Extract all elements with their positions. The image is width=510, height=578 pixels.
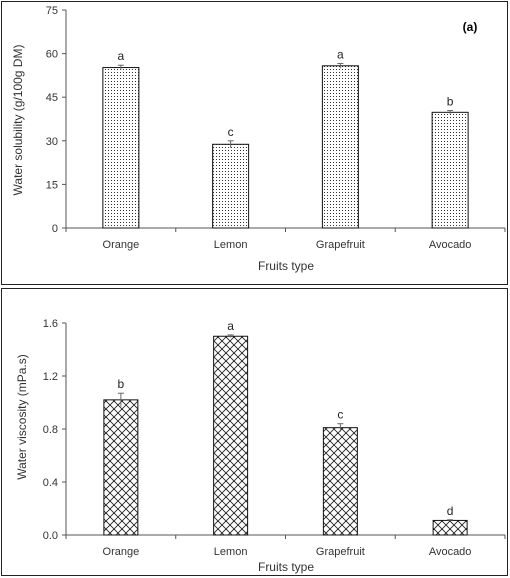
x-tick-label: Grapefruit (316, 546, 365, 558)
x-tick-label: Avocado (429, 239, 472, 251)
bar-orange (102, 67, 140, 229)
chart-panel-water-viscosity: Fruits type Water viscosity (mPa.s) 0.0 0… (1, 288, 508, 576)
x-tick-label: Orange (103, 239, 140, 251)
significance-letter: c (337, 408, 343, 422)
y-tick-label: 1.2 (43, 371, 58, 383)
y-tick-label: 45 (46, 92, 58, 104)
bar-avocado (432, 519, 468, 536)
y-tick-label: 1.6 (43, 318, 58, 330)
water-solubility-bar-chart: (a) Fruits type Water solubility (g/100g… (11, 5, 506, 273)
significance-letter: a (227, 319, 234, 333)
significance-letter: b (118, 377, 125, 391)
panel-label: (a) (463, 20, 478, 34)
y-tick-label: 0 (52, 223, 58, 235)
bar-orange (103, 399, 139, 536)
x-tick-label: Avocado (429, 546, 472, 558)
bar-lemon (212, 143, 250, 229)
significance-letter: a (118, 49, 125, 63)
bar-lemon (213, 335, 249, 536)
significance-letter: c (228, 125, 234, 139)
bar-grapefruit (321, 65, 359, 229)
x-axis-title: Fruits type (258, 259, 314, 273)
significance-letter: d (447, 504, 454, 518)
y-tick-label: 0.0 (43, 530, 58, 542)
chart-panel-water-solubility: (a) Fruits type Water solubility (g/100g… (1, 1, 508, 285)
y-tick-label: 30 (46, 136, 58, 148)
y-tick-label: 0.8 (43, 424, 58, 436)
y-tick-label: 15 (46, 179, 58, 191)
y-tick-label: 60 (46, 49, 58, 61)
x-axis-title: Fruits type (258, 560, 314, 574)
y-tick-label: 0.4 (43, 477, 58, 489)
bar-grapefruit (322, 427, 358, 536)
x-tick-label: Orange (103, 546, 140, 558)
bar-avocado (431, 111, 469, 229)
x-tick-label: Lemon (214, 546, 248, 558)
y-tick-label: 75 (46, 5, 58, 17)
y-axis-title: Water viscosity (mPa.s) (15, 354, 29, 480)
y-axis-title: Water solubility (g/100g DM) (11, 45, 25, 196)
water-viscosity-bar-chart: Fruits type Water viscosity (mPa.s) 0.0 0… (15, 318, 506, 574)
significance-letter: b (447, 95, 454, 109)
significance-letter: a (337, 47, 344, 61)
x-tick-label: Grapefruit (316, 239, 365, 251)
x-tick-label: Lemon (214, 239, 248, 251)
